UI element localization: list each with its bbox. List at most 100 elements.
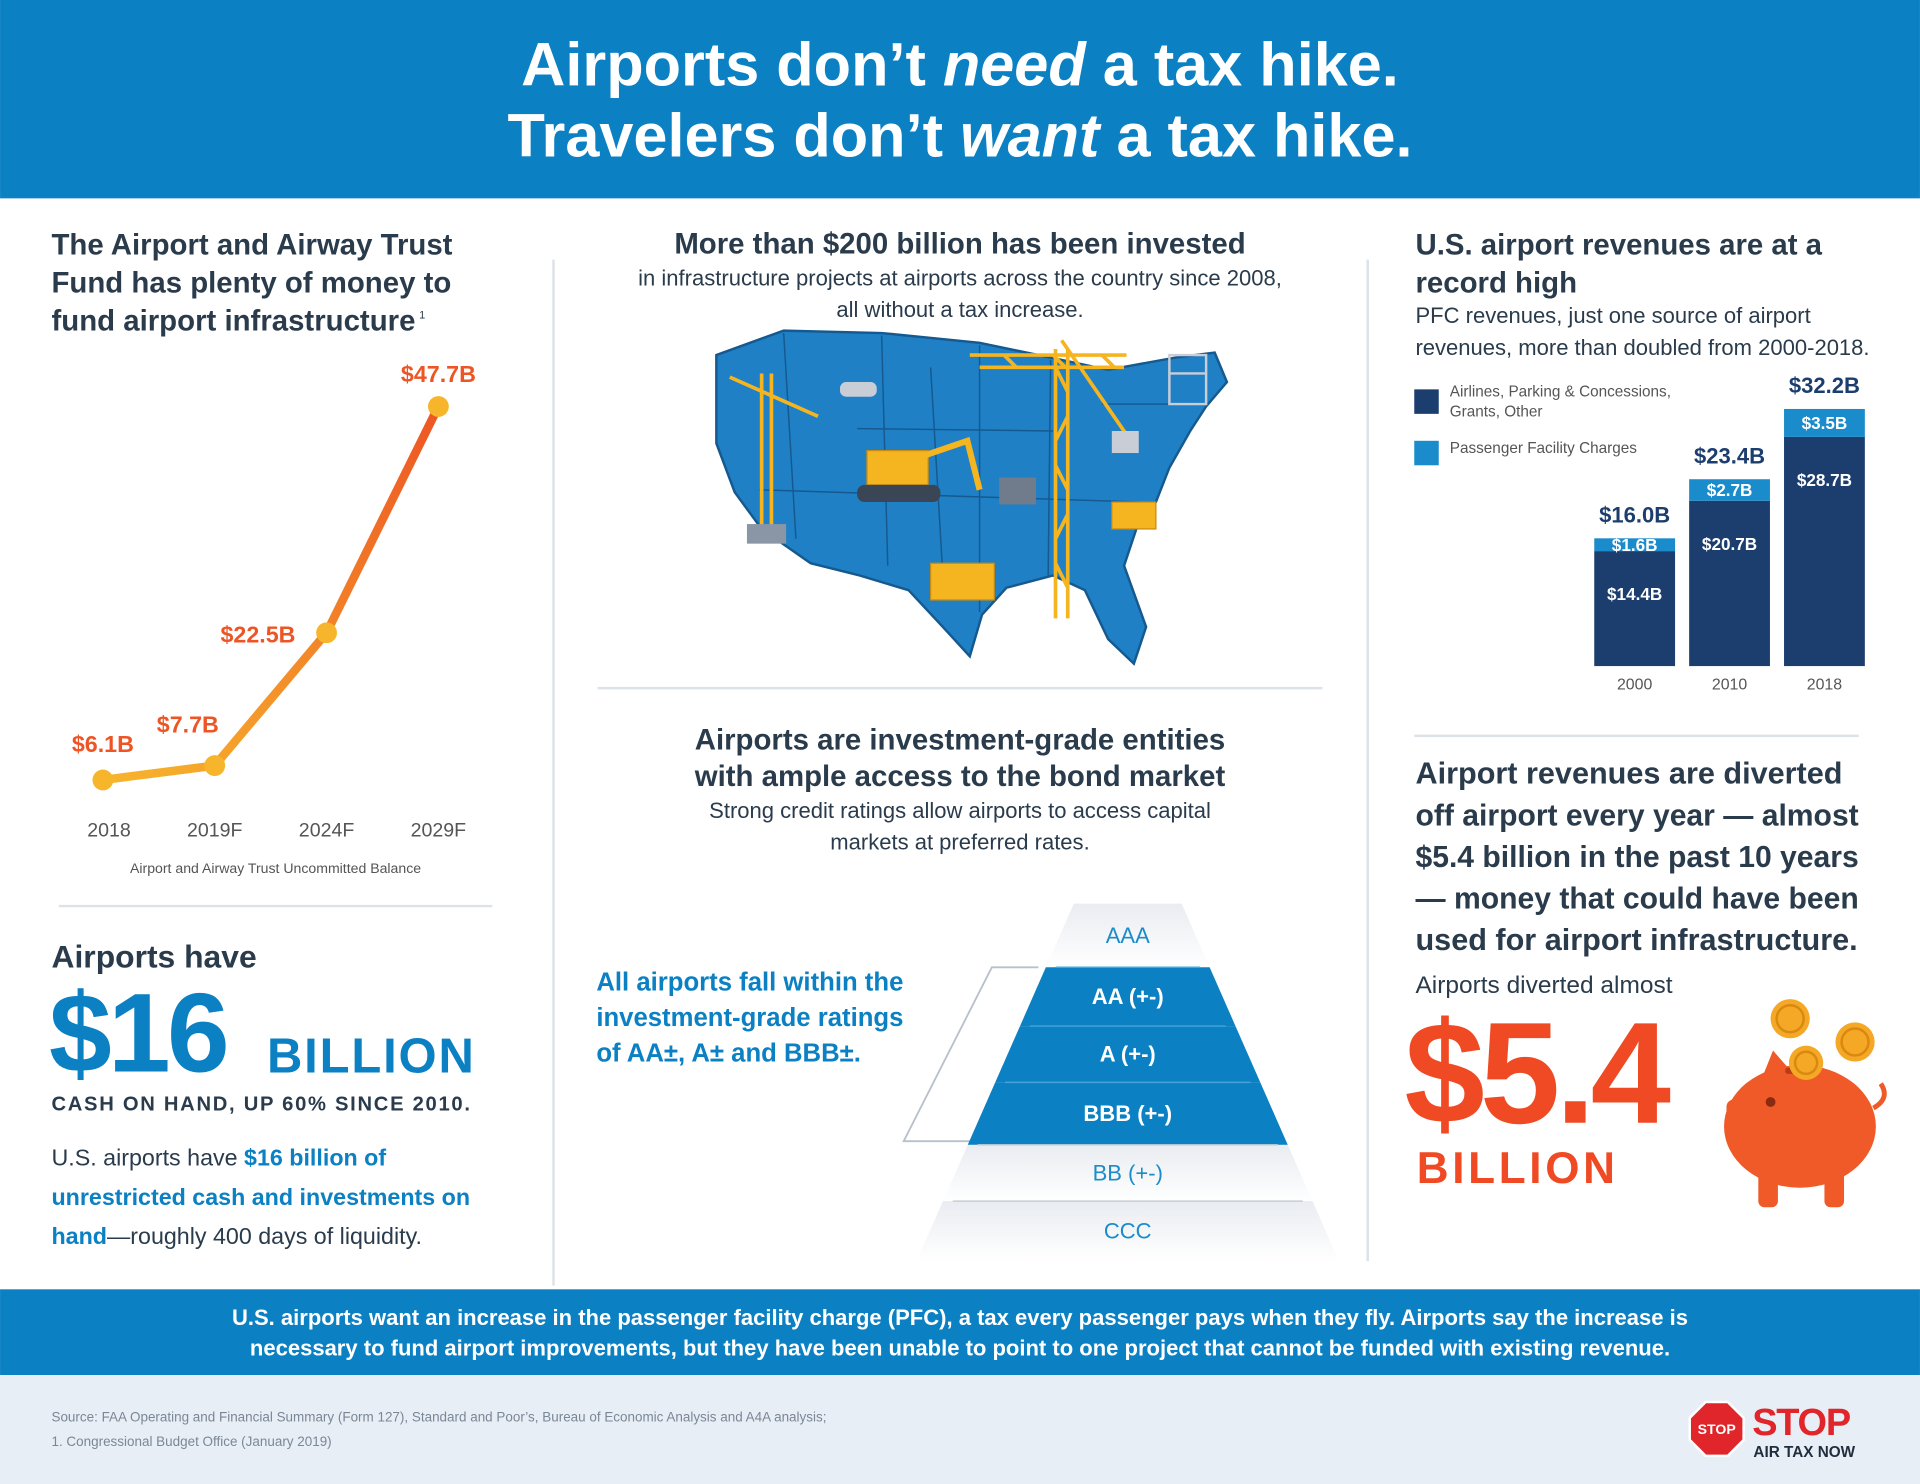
x-tick-label: 2024F — [299, 819, 355, 841]
bar-total-label: $16.0B — [1599, 502, 1670, 527]
section-subtext: all without a tax increase. — [836, 297, 1083, 322]
data-label: $47.7B — [401, 361, 476, 387]
bar-value-label: $28.7B — [1797, 470, 1852, 490]
legend-item: Airlines, Parking & Concessions, Grants,… — [1449, 383, 1671, 420]
section-heading: fund airport infrastructure 1 — [51, 305, 425, 338]
line-series — [102, 404, 443, 785]
bar-total-label: $32.2B — [1789, 373, 1860, 398]
diverted-amount: $5.4 — [1404, 992, 1670, 1154]
legend-swatch — [1414, 389, 1439, 414]
x-tick-label: 2029F — [411, 819, 467, 841]
cash-subhead: CASH ON HAND, UP 60% SINCE 2010. — [51, 1094, 471, 1116]
chart-caption: Airport and Airway Trust Uncommitted Bal… — [130, 860, 421, 876]
cash-paragraph-part: hand — [51, 1223, 107, 1249]
cash-paragraph-part: unrestricted cash and investments on — [51, 1184, 470, 1210]
footnote-mark: 1 — [419, 309, 425, 321]
section-subtext: PFC revenues, just one source of airport — [1415, 303, 1810, 328]
pyramid-level — [942, 1144, 1313, 1202]
bar-value-label: $14.4B — [1607, 584, 1662, 604]
logo-tagline: AIR TAX NOW — [1753, 1444, 1855, 1461]
data-point — [204, 755, 226, 777]
diverted-intro: Airports diverted almost — [1415, 972, 1672, 999]
bar-segment — [1689, 500, 1770, 667]
x-tick-label: 2018 — [1807, 676, 1843, 693]
bar-value-label: $3.5B — [1802, 413, 1848, 433]
data-label: $7.7B — [157, 712, 219, 738]
headline-part: want — [960, 102, 1102, 170]
callout-text: of AA±, A± and BBB±. — [596, 1040, 861, 1068]
stop-sign-icon — [1688, 1400, 1745, 1458]
bar-value-label: $20.7B — [1702, 534, 1757, 554]
bar-value-label: $2.7B — [1707, 480, 1753, 500]
headline-part: a tax hike. — [1086, 31, 1399, 99]
section-heading: U.S. airport revenues are at a — [1415, 229, 1822, 262]
bar-segment — [1784, 436, 1865, 667]
section-heading: used for airport infrastructure. — [1415, 923, 1857, 957]
logo-sign: STOP — [1698, 1421, 1736, 1437]
diverted-unit: BILLION — [1417, 1144, 1619, 1193]
cash-paragraph-part: U.S. airports have — [51, 1145, 244, 1171]
data-point — [92, 769, 114, 791]
bar-segment — [1784, 408, 1865, 437]
bar-segment — [1594, 538, 1676, 552]
section-heading: Airport revenues are diverted — [1415, 757, 1842, 791]
source-note: 1. Congressional Budget Office (January … — [51, 1434, 331, 1449]
data-point — [316, 622, 337, 644]
x-tick-label: 2018 — [87, 819, 131, 841]
bar-total-label: $23.4B — [1694, 443, 1765, 468]
section-heading: with ample access to the bond market — [694, 760, 1226, 793]
x-tick-label: 2019F — [187, 819, 243, 841]
cash-unit: BILLION — [267, 1030, 476, 1084]
section-heading: off airport every year — almost — [1415, 798, 1858, 832]
bar-value-label: $1.6B — [1612, 535, 1658, 555]
logo-name: STOP — [1752, 1402, 1850, 1444]
section-subtext: revenues, more than doubled from 2000-20… — [1415, 335, 1869, 360]
data-point — [427, 396, 449, 417]
footer-band — [0, 1375, 1920, 1484]
section-heading: record high — [1415, 267, 1577, 300]
data-label: $22.5B — [221, 622, 296, 648]
cash-paragraph: U.S. airports have $16 billion of — [51, 1145, 386, 1171]
legend-text: Airlines, Parking & Concessions, Grants,… — [1449, 383, 1671, 420]
piggy-bank-icon — [1724, 999, 1887, 1208]
callout-text: investment-grade ratings — [596, 1004, 903, 1032]
section-subtext: markets at preferred rates. — [830, 830, 1089, 855]
legend-item: Passenger Facility Charges — [1450, 440, 1637, 457]
headline: Travelers don’t want a tax hike. — [507, 102, 1412, 170]
cash-paragraph: unrestricted cash and investments on — [51, 1184, 470, 1210]
headline-part: need — [943, 31, 1087, 99]
section-heading: Airports are investment-grade entities — [695, 723, 1226, 756]
banner-text: necessary to fund airport improvements, … — [250, 1335, 1670, 1360]
x-tick-label: 2000 — [1617, 676, 1653, 693]
cash-paragraph: hand—roughly 400 days of liquidity. — [51, 1223, 421, 1249]
pyramid-level — [1019, 967, 1236, 1027]
section-heading: The Airport and Airway Trust — [51, 229, 452, 262]
pyramid-label: A (+-) — [1100, 1042, 1156, 1067]
headline-part: a tax hike. — [1099, 102, 1412, 170]
section-heading: $5.4 billion in the past 10 years — [1415, 840, 1858, 874]
source-note: Source: FAA Operating and Financial Summ… — [51, 1410, 826, 1425]
pyramid-label: BBB (+-) — [1083, 1101, 1172, 1126]
cash-paragraph-part: $16 billion of — [244, 1145, 386, 1171]
headline-part: Airports don’t — [521, 31, 943, 99]
callout-bracket — [902, 966, 1039, 1143]
headline-part: Travelers don’t — [507, 102, 960, 170]
section-heading: — money that could have been — [1415, 882, 1858, 916]
header-band — [0, 0, 1920, 199]
x-tick-label: 2010 — [1712, 676, 1748, 693]
section-heading: More than $200 billion has been invested — [674, 227, 1245, 260]
cash-intro: Airports have — [51, 938, 256, 974]
section-heading: Fund has plenty of money to — [51, 267, 451, 300]
pyramid-level — [967, 1082, 1288, 1145]
banner-band — [0, 1289, 1920, 1376]
section-subtext: Strong credit ratings allow airports to … — [709, 798, 1211, 823]
pyramid-label: BB (+-) — [1093, 1160, 1163, 1185]
callout-text: All airports fall within the — [596, 969, 903, 997]
pyramid-label: AAA — [1106, 923, 1150, 948]
pyramid-level — [916, 1201, 1339, 1262]
section-subtext: in infrastructure projects at airports a… — [638, 265, 1282, 290]
bar-segment — [1689, 479, 1770, 501]
pyramid-level — [995, 1026, 1261, 1083]
